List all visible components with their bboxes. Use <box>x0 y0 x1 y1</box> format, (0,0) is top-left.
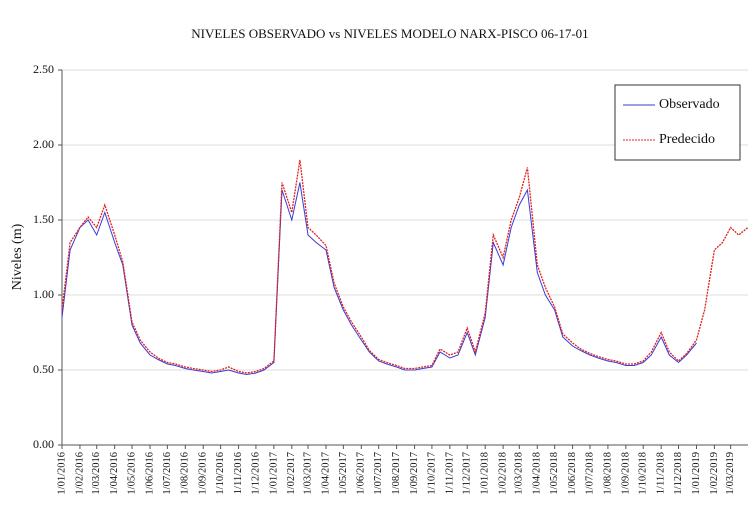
x-tick-label: 1/04/2016 <box>109 452 120 495</box>
chart: NIVELES OBSERVADO vs NIVELES MODELO NARX… <box>0 0 751 510</box>
x-tick-label: 1/01/2016 <box>56 452 67 495</box>
y-tick-label: 0.50 <box>33 362 54 376</box>
x-tick-label: 1/07/2016 <box>162 452 173 495</box>
x-tick-label: 1/06/2016 <box>144 452 155 495</box>
series-line <box>62 160 748 373</box>
x-tick-label: 1/02/2019 <box>709 452 720 495</box>
x-tick-label: 1/07/2018 <box>584 452 595 495</box>
x-tick-label: 1/05/2018 <box>549 452 560 495</box>
x-tick-label: 1/09/2016 <box>198 452 209 495</box>
x-tick-label: 1/04/2017 <box>320 452 331 495</box>
x-tick-label: 1/03/2018 <box>514 452 525 495</box>
y-tick-label: 2.50 <box>33 62 54 76</box>
x-tick-label: 1/11/2017 <box>444 452 455 494</box>
y-tick-label: 0.00 <box>33 437 54 451</box>
x-tick-label: 1/01/2019 <box>691 452 702 495</box>
chart-title: NIVELES OBSERVADO vs NIVELES MODELO NARX… <box>191 26 588 41</box>
x-tick-label: 1/06/2018 <box>567 452 578 495</box>
x-tick-label: 1/02/2017 <box>286 452 297 495</box>
x-tick-label: 1/02/2016 <box>74 452 85 495</box>
x-tick-label: 1/08/2017 <box>391 452 402 495</box>
x-tick-label: 1/09/2017 <box>409 452 420 495</box>
x-tick-label: 1/08/2016 <box>180 452 191 495</box>
x-tick-label: 1/10/2017 <box>426 452 437 495</box>
y-tick-label: 1.00 <box>33 287 54 301</box>
x-tick-label: 1/03/2017 <box>302 452 313 495</box>
x-tick-label: 1/12/2017 <box>462 452 473 495</box>
series-line <box>62 183 697 375</box>
x-tick-label: 1/06/2017 <box>356 452 367 495</box>
x-tick-label: 1/11/2018 <box>656 452 667 494</box>
x-tick-label: 1/10/2016 <box>215 452 226 495</box>
x-tick-label: 1/02/2018 <box>498 452 509 495</box>
y-axis-label: Niveles (m) <box>10 223 25 290</box>
legend-label: Observado <box>659 97 720 112</box>
x-tick-label: 1/12/2016 <box>250 452 261 495</box>
x-tick-label: 1/12/2018 <box>673 452 684 495</box>
x-tick-label: 1/05/2016 <box>126 452 137 495</box>
y-tick-label: 2.00 <box>33 137 54 151</box>
y-tick-label: 1.50 <box>33 212 54 226</box>
x-tick-label: 1/09/2018 <box>620 452 631 495</box>
x-tick-label: 1/01/2017 <box>268 452 279 495</box>
x-tick-label: 1/03/2016 <box>91 452 102 495</box>
x-tick-label: 1/04/2018 <box>532 452 543 495</box>
x-tick-label: 1/01/2018 <box>480 452 491 495</box>
x-tick-label: 1/05/2017 <box>338 452 349 495</box>
legend-label: Predecido <box>659 132 715 147</box>
x-tick-label: 1/08/2018 <box>602 452 613 495</box>
x-tick-label: 1/10/2018 <box>638 452 649 495</box>
x-tick-label: 1/11/2016 <box>233 452 244 494</box>
x-tick-label: 1/03/2019 <box>725 452 736 495</box>
x-tick-label: 1/07/2017 <box>373 452 384 495</box>
